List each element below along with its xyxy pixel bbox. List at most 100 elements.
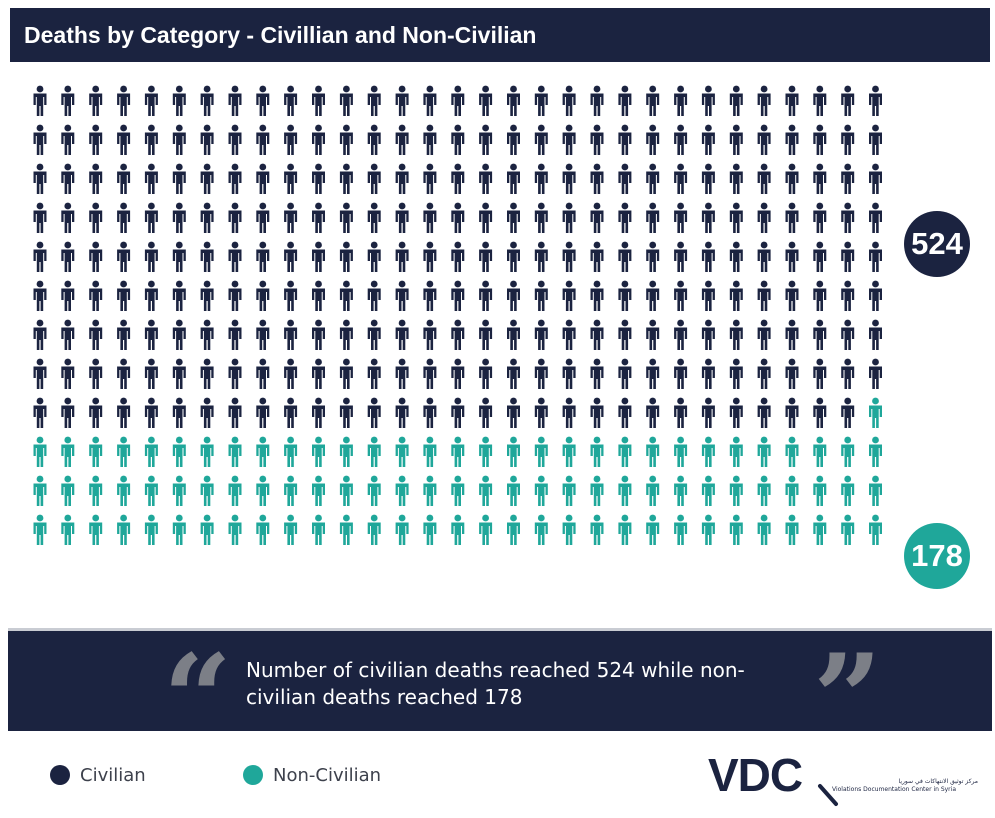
- person-icon-non-civilian: [869, 397, 882, 428]
- person-icon-non-civilian: [144, 475, 158, 506]
- non-civilian-count-label: 178: [911, 538, 963, 573]
- person-icon-civilian: [785, 280, 799, 311]
- person-icon-civilian: [256, 85, 270, 116]
- person-icon-civilian: [479, 358, 493, 389]
- person-icon-civilian: [479, 280, 493, 311]
- person-icon-civilian: [451, 280, 465, 311]
- person-icon-civilian: [479, 85, 493, 116]
- person-icon-non-civilian: [33, 436, 47, 467]
- person-icon-non-civilian: [312, 475, 325, 506]
- person-icon-non-civilian: [256, 514, 270, 545]
- legend-label-civilian: Civilian: [80, 764, 146, 786]
- person-icon-civilian: [674, 124, 688, 155]
- person-icon-civilian: [785, 124, 799, 155]
- person-icon-civilian: [562, 397, 576, 428]
- person-icon-non-civilian: [339, 436, 353, 467]
- person-icon-civilian: [144, 280, 158, 311]
- person-icon-non-civilian: [284, 514, 298, 545]
- person-icon-civilian: [757, 241, 771, 272]
- person-icon-civilian: [228, 85, 242, 116]
- person-icon-civilian: [785, 202, 799, 233]
- person-icon-civilian: [200, 358, 214, 389]
- person-icon-civilian: [674, 358, 688, 389]
- person-icon-civilian: [395, 397, 409, 428]
- person-icon-non-civilian: [451, 475, 465, 506]
- person-icon-non-civilian: [451, 436, 465, 467]
- legend-item-non-civilian: Non-Civilian: [243, 762, 381, 788]
- person-icon-civilian: [534, 358, 548, 389]
- person-icon-non-civilian: [813, 514, 827, 545]
- close-quote-icon: ”: [813, 628, 883, 769]
- person-icon-non-civilian: [618, 475, 632, 506]
- person-icon-civilian: [200, 319, 214, 350]
- person-icon-civilian: [117, 397, 131, 428]
- person-icon-civilian: [312, 280, 325, 311]
- person-icon-civilian: [200, 397, 214, 428]
- legend-label-non-civilian: Non-Civilian: [273, 764, 382, 786]
- person-icon-civilian: [312, 319, 325, 350]
- person-icon-civilian: [312, 397, 325, 428]
- person-icon-civilian: [395, 202, 409, 233]
- person-icon-civilian: [590, 397, 604, 428]
- person-icon-non-civilian: [507, 436, 520, 467]
- person-icon-non-civilian: [200, 436, 214, 467]
- person-icon-civilian: [507, 319, 520, 350]
- person-icon-civilian: [618, 358, 632, 389]
- person-icon-civilian: [534, 397, 548, 428]
- person-icon-civilian: [479, 319, 493, 350]
- person-icon-civilian: [61, 85, 75, 116]
- person-icon-civilian: [479, 163, 493, 194]
- person-icon-civilian: [228, 163, 242, 194]
- person-icon-civilian: [534, 124, 548, 155]
- person-icon-civilian: [367, 397, 381, 428]
- person-icon-civilian: [423, 85, 437, 116]
- person-icon-civilian: [256, 124, 270, 155]
- person-icon-civilian: [785, 319, 799, 350]
- person-icon-civilian: [33, 397, 47, 428]
- person-icon-civilian: [507, 397, 520, 428]
- person-icon-non-civilian: [256, 475, 270, 506]
- person-icon-civilian: [395, 163, 409, 194]
- person-icon-civilian: [701, 397, 715, 428]
- person-icon-civilian: [312, 358, 325, 389]
- person-icon-civilian: [729, 397, 743, 428]
- quote-bar: “ Number of civilian deaths reached 524 …: [8, 628, 992, 759]
- person-icon-civilian: [729, 280, 743, 311]
- person-icon-civilian: [646, 397, 660, 428]
- person-icon-civilian: [507, 241, 520, 272]
- person-icon-non-civilian: [144, 514, 158, 545]
- person-icon-non-civilian: [674, 436, 688, 467]
- person-icon-civilian: [61, 124, 75, 155]
- person-icon-civilian: [172, 163, 186, 194]
- person-icon-civilian: [562, 241, 576, 272]
- person-icon-non-civilian: [757, 475, 771, 506]
- person-icon-civilian: [61, 319, 75, 350]
- person-icon-civilian: [200, 85, 214, 116]
- person-icon-civilian: [618, 397, 632, 428]
- person-icon-non-civilian: [284, 475, 298, 506]
- person-icon-civilian: [61, 280, 75, 311]
- person-icon-civilian: [729, 358, 743, 389]
- person-icon-civilian: [117, 124, 131, 155]
- person-icon-non-civilian: [813, 436, 827, 467]
- person-icon-civilian: [785, 241, 799, 272]
- person-icon-civilian: [33, 280, 47, 311]
- person-icon-civilian: [172, 124, 186, 155]
- person-icon-civilian: [228, 202, 242, 233]
- person-icon-civilian: [89, 163, 103, 194]
- person-icon-non-civilian: [618, 436, 632, 467]
- person-icon-non-civilian: [534, 514, 548, 545]
- person-icon-civilian: [61, 202, 75, 233]
- person-icon-civilian: [423, 241, 437, 272]
- person-icon-civilian: [646, 358, 660, 389]
- person-icon-civilian: [757, 85, 771, 116]
- person-icon-civilian: [284, 85, 298, 116]
- person-icon-civilian: [813, 163, 827, 194]
- person-icon-civilian: [869, 280, 882, 311]
- person-icon-civilian: [339, 163, 353, 194]
- person-icon-civilian: [89, 241, 103, 272]
- person-icon-non-civilian: [869, 475, 882, 506]
- person-icon-civilian: [618, 163, 632, 194]
- person-icon-civilian: [590, 163, 604, 194]
- logo-subtitle: مركز توثيق الانتهاكات في سوريا Violation…: [832, 778, 978, 794]
